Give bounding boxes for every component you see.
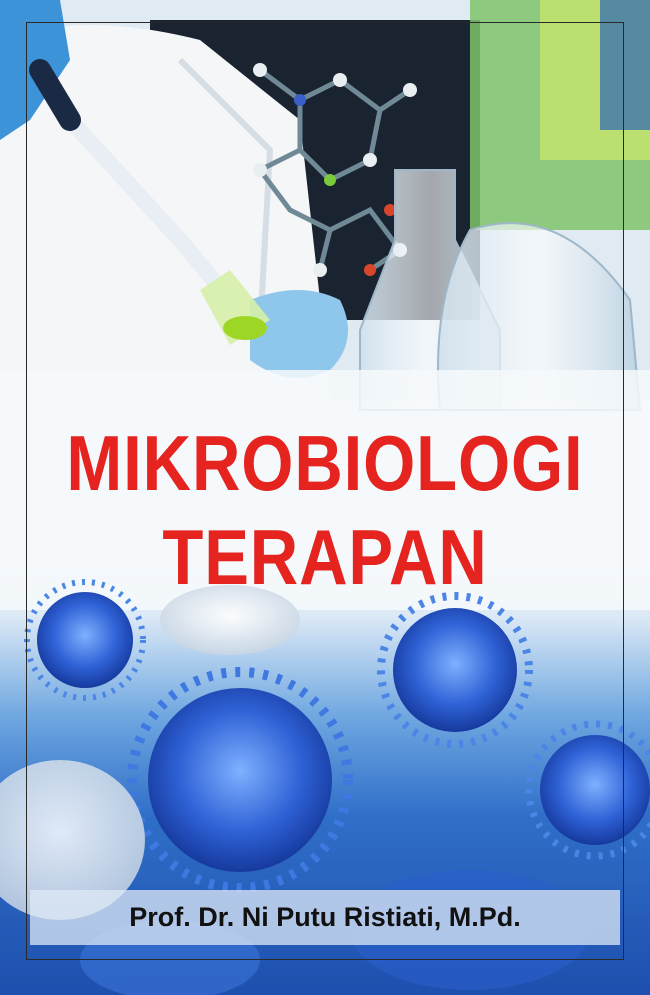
book-title-line-1: MIKROBIOLOGI xyxy=(66,419,584,507)
molecule-model xyxy=(253,63,417,277)
glass-flask xyxy=(359,0,650,411)
cover-border-frame xyxy=(26,22,624,960)
book-title-line-2: TERAPAN xyxy=(162,513,488,601)
book-author: Prof. Dr. Ni Putu Ristiati, M.Pd. xyxy=(129,902,521,932)
